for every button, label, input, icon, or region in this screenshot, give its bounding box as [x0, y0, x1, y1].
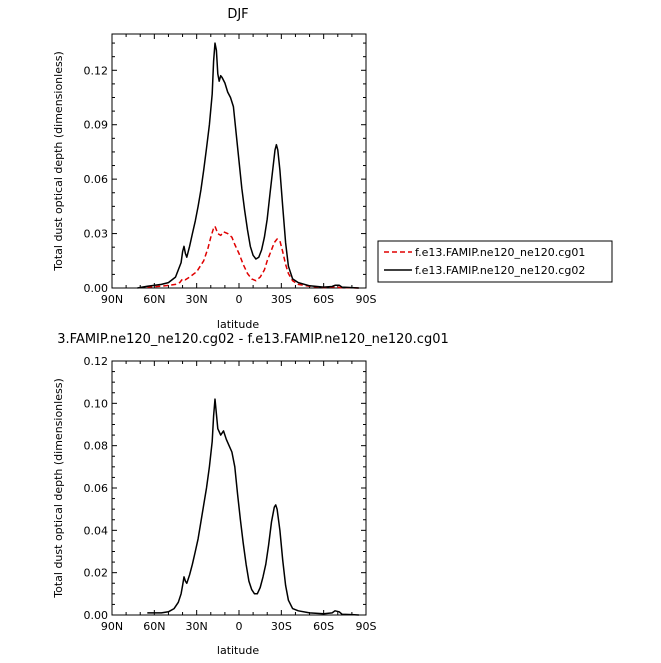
x-tick-label: 0	[236, 620, 243, 633]
x-tick-label: 60N	[143, 620, 165, 633]
series-line-2	[137, 42, 359, 289]
panel-bottom-ylabel: Total dust optical depth (dimensionless)	[52, 378, 65, 598]
x-tick-label: 30S	[271, 293, 292, 306]
y-tick-label: 0.02	[84, 567, 109, 580]
panel-top-ticks: 90N 60N 30N 0 30S 60S 90S 0.00 0.03 0.06 0.09 0.12	[84, 34, 377, 306]
x-tick-label: 30S	[271, 620, 292, 633]
x-tick-label: 30N	[186, 620, 208, 633]
y-tick-label: 0.00	[84, 282, 109, 295]
legend-box	[377, 240, 613, 283]
series-line-1	[147, 225, 359, 289]
x-tick-label: 30N	[186, 293, 208, 306]
x-tick-label: 90S	[356, 293, 377, 306]
panel-bottom-series	[147, 398, 359, 616]
panel-top-title: DJF	[227, 7, 248, 22]
panel-top-ylabel: Total dust optical depth (dimensionless)	[52, 51, 65, 271]
x-tick-label: 90S	[356, 620, 377, 633]
legend-label-cg02: f.e13.FAMIP.ne120_ne120.cg02	[415, 264, 585, 277]
y-tick-label: 0.06	[84, 173, 109, 186]
y-tick-label: 0.08	[84, 440, 109, 453]
y-tick-label: 0.12	[84, 64, 109, 77]
x-tick-label: 60S	[313, 293, 334, 306]
legend-label-cg01: f.e13.FAMIP.ne120_ne120.cg01	[415, 246, 585, 259]
series-line-1	[147, 398, 359, 616]
panel-bottom: 3.FAMIP.ne120_ne120.cg02 - f.e13.FAMIP.n…	[52, 332, 449, 657]
panel-top: DJF 90N 60N 30N 0 30S 60S 90S 0.00 0.03 0.06 0.09 0…	[52, 7, 377, 331]
x-tick-label: 90N	[101, 620, 123, 633]
x-tick-label: 60S	[313, 620, 334, 633]
y-tick-label: 0.03	[84, 228, 109, 241]
panel-bottom-frame	[111, 360, 367, 616]
y-tick-label: 0.04	[84, 524, 109, 537]
y-tick-label: 0.00	[84, 609, 109, 622]
panel-bottom-ticks: 90N 60N 30N 0 30S 60S 90S 0.00 0.02 0.04 0.06 0.08 0…	[84, 355, 377, 633]
panel-top-xlabel: latitude	[217, 318, 259, 331]
panel-bottom-title: 3.FAMIP.ne120_ne120.cg02 - f.e13.FAMIP.n…	[57, 332, 449, 347]
panel-top-series	[137, 42, 359, 289]
y-tick-label: 0.12	[84, 355, 109, 368]
x-tick-label: 90N	[101, 293, 123, 306]
y-tick-label: 0.09	[84, 119, 109, 132]
x-tick-label: 0	[236, 293, 243, 306]
y-tick-label: 0.10	[84, 397, 109, 410]
x-tick-label: 60N	[143, 293, 165, 306]
legend: f.e13.FAMIP.ne120_ne120.cg01 f.e13.FAMIP…	[377, 240, 613, 283]
panel-bottom-xlabel: latitude	[217, 644, 259, 657]
y-tick-label: 0.06	[84, 482, 109, 495]
